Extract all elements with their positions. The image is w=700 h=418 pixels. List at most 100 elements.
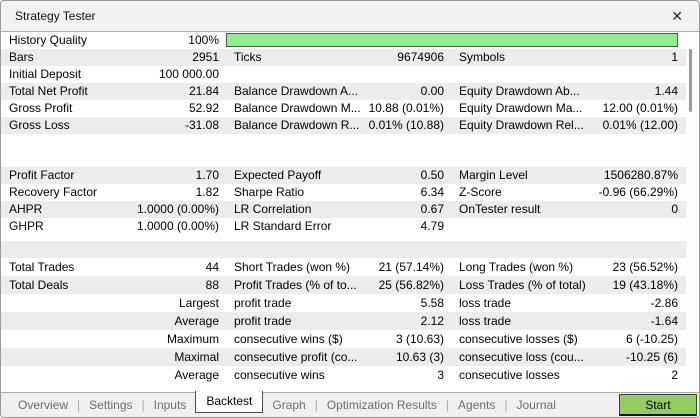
tab-divider: | <box>141 398 145 412</box>
report-row: AHPR 1.0000 (0.00%) LR Correlation 0.67 OnTe… <box>1 201 686 218</box>
metric-value: -10.25 (6) <box>625 350 678 364</box>
metric-label: Initial Deposit <box>9 67 82 81</box>
metric-label: consecutive wins ($) <box>234 332 343 346</box>
metric-value: -0.96 (66.29%) <box>598 185 678 199</box>
metric-label: Total Deals <box>9 278 69 292</box>
metric-value: 1.70 <box>195 168 219 182</box>
metric-value: 23 (56.52%) <box>612 260 678 274</box>
metric-value: 10.63 (3) <box>395 350 444 364</box>
tab-divider: | <box>504 398 508 412</box>
metric-value: -31.08 <box>184 118 219 132</box>
metric-label: Sharpe Ratio <box>234 185 305 199</box>
start-button[interactable]: Start <box>619 394 697 416</box>
tab-divider: | <box>314 398 318 412</box>
close-icon[interactable]: ✕ <box>671 8 683 24</box>
metric-value: 1.44 <box>654 84 678 98</box>
metric-label: Equity Drawdown Ma... <box>459 101 583 115</box>
report-row: Average profit trade 2.12 loss trade -1.64 <box>1 312 686 330</box>
tab-agents[interactable]: Agents <box>458 398 496 412</box>
metric-value: 19 (43.18%) <box>612 278 678 292</box>
metric-label: Balance Drawdown R... <box>234 118 360 132</box>
report-row: Gross Profit 52.92 Balance Drawdown M... 10… <box>1 100 686 117</box>
metric-value: -1.64 <box>650 314 678 328</box>
tab-inputs[interactable]: Inputs <box>153 398 187 412</box>
metric-value: 2 <box>671 368 678 382</box>
scrollbar-thumb[interactable] <box>689 49 692 112</box>
metric-label: Long Trades (won %) <box>459 260 574 274</box>
metric-value: 0.00 <box>420 84 444 98</box>
tab-divider: | <box>445 398 450 412</box>
metric-label: Equity Drawdown Rel... <box>459 118 584 132</box>
window-title: Strategy Tester <box>15 9 96 23</box>
report-row: Profit Factor 1.70 Expected Payoff 0.50 Marg… <box>1 167 686 184</box>
report-row: Average consecutive wins 3 consecutive loss… <box>1 366 686 384</box>
metric-label: LR Correlation <box>234 202 312 216</box>
metric-label: consecutive losses <box>459 368 560 382</box>
section-spacer <box>1 241 686 258</box>
metric-label: Symbols <box>459 50 506 64</box>
metric-value: Average <box>174 368 219 382</box>
tab-optimization-results[interactable]: Optimization Results <box>326 398 437 412</box>
metric-label: GHPR <box>9 219 44 233</box>
report-row: Largest profit trade 5.58 loss trade -2.86 <box>1 294 686 312</box>
metric-label: consecutive losses ($) <box>459 332 578 346</box>
metric-value: 12.00 (0.01%) <box>602 101 678 115</box>
tab-divider: | <box>77 398 81 412</box>
metric-label: Balance Drawdown A... <box>234 84 359 98</box>
metric-label: Margin Level <box>459 168 528 182</box>
metric-label: Gross Profit <box>9 101 73 115</box>
metric-value: 3 (10.63) <box>395 332 444 346</box>
tab-overview[interactable]: Overview <box>18 398 69 412</box>
tab-settings[interactable]: Settings <box>89 398 133 412</box>
section-spacer <box>1 134 686 167</box>
report-table: History Quality 100% Bars 2951 Ticks 967490… <box>1 32 686 392</box>
metric-value: 2951 <box>192 50 219 64</box>
metric-label: consecutive wins <box>234 368 325 382</box>
metric-value: 9674906 <box>397 50 444 64</box>
metric-label: loss trade <box>459 296 512 310</box>
metric-value: 0.67 <box>420 202 444 216</box>
report-row: Gross Loss -31.08 Balance Drawdown R... 0.0… <box>1 117 686 134</box>
report-area: History Quality 100% Bars 2951 Ticks 967490… <box>1 32 699 392</box>
metric-value: 6 (-10.25) <box>625 332 678 346</box>
title-bar: Strategy Tester ✕ <box>1 1 699 32</box>
metric-label: History Quality <box>9 33 88 47</box>
metric-value: 21.84 <box>188 84 219 98</box>
report-row: GHPR 1.0000 (0.00%) LR Standard Error 4.79 <box>1 218 686 235</box>
summary-section: Bars 2951 Ticks 9674906 Symbols 1 Initial Depo… <box>1 49 686 134</box>
metric-label: AHPR <box>9 202 43 216</box>
tab-backtest[interactable]: Backtest <box>195 391 264 413</box>
vertical-scrollbar[interactable] <box>686 32 699 392</box>
metric-label: Bars <box>9 50 34 64</box>
metric-value: 1.0000 (0.00%) <box>136 202 219 216</box>
report-row: Recovery Factor 1.82 Sharpe Ratio 6.34 Z-Sco… <box>1 184 686 201</box>
metric-value: Maximal <box>174 350 219 364</box>
metric-value: 44 <box>205 260 219 274</box>
metric-label: consecutive loss (cou... <box>459 350 584 364</box>
metric-value: Maximum <box>166 332 219 346</box>
report-row: Total Deals 88 Profit Trades (% of to... 25… <box>1 276 686 294</box>
metric-label: Total Net Profit <box>9 84 88 98</box>
metric-label: Expected Payoff <box>234 168 322 182</box>
metric-label: Recovery Factor <box>9 185 98 199</box>
metric-value: 10.88 (0.01%) <box>368 101 444 115</box>
report-row: Maximal consecutive profit (co... 10.63 (3… <box>1 348 686 366</box>
history-quality-bar <box>226 32 678 49</box>
metric-value: 0.01% (12.00) <box>602 118 678 132</box>
tab-bar: Overview | Settings | Inputs Backtest Graph | Op… <box>1 391 699 417</box>
tab-journal[interactable]: Journal <box>516 398 556 412</box>
metric-value: 0.01% (10.88) <box>368 118 444 132</box>
metric-value: 1.0000 (0.00%) <box>136 219 219 233</box>
statistics-section: Profit Factor 1.70 Expected Payoff 0.50 Marg… <box>1 167 686 235</box>
tab-graph[interactable]: Graph <box>272 398 306 412</box>
metric-label: Short Trades (won %) <box>234 260 351 274</box>
report-row: Total Trades 44 Short Trades (won %) 21 (57… <box>1 258 686 276</box>
metric-label: LR Standard Error <box>234 219 332 233</box>
metric-label: profit trade <box>234 296 292 310</box>
metric-label: Profit Trades (% of to... <box>234 278 357 292</box>
metric-label: Balance Drawdown M... <box>234 101 361 115</box>
metric-value: 52.92 <box>188 101 219 115</box>
metric-value: 0 <box>671 202 678 216</box>
metric-label: Equity Drawdown Ab... <box>459 84 580 98</box>
